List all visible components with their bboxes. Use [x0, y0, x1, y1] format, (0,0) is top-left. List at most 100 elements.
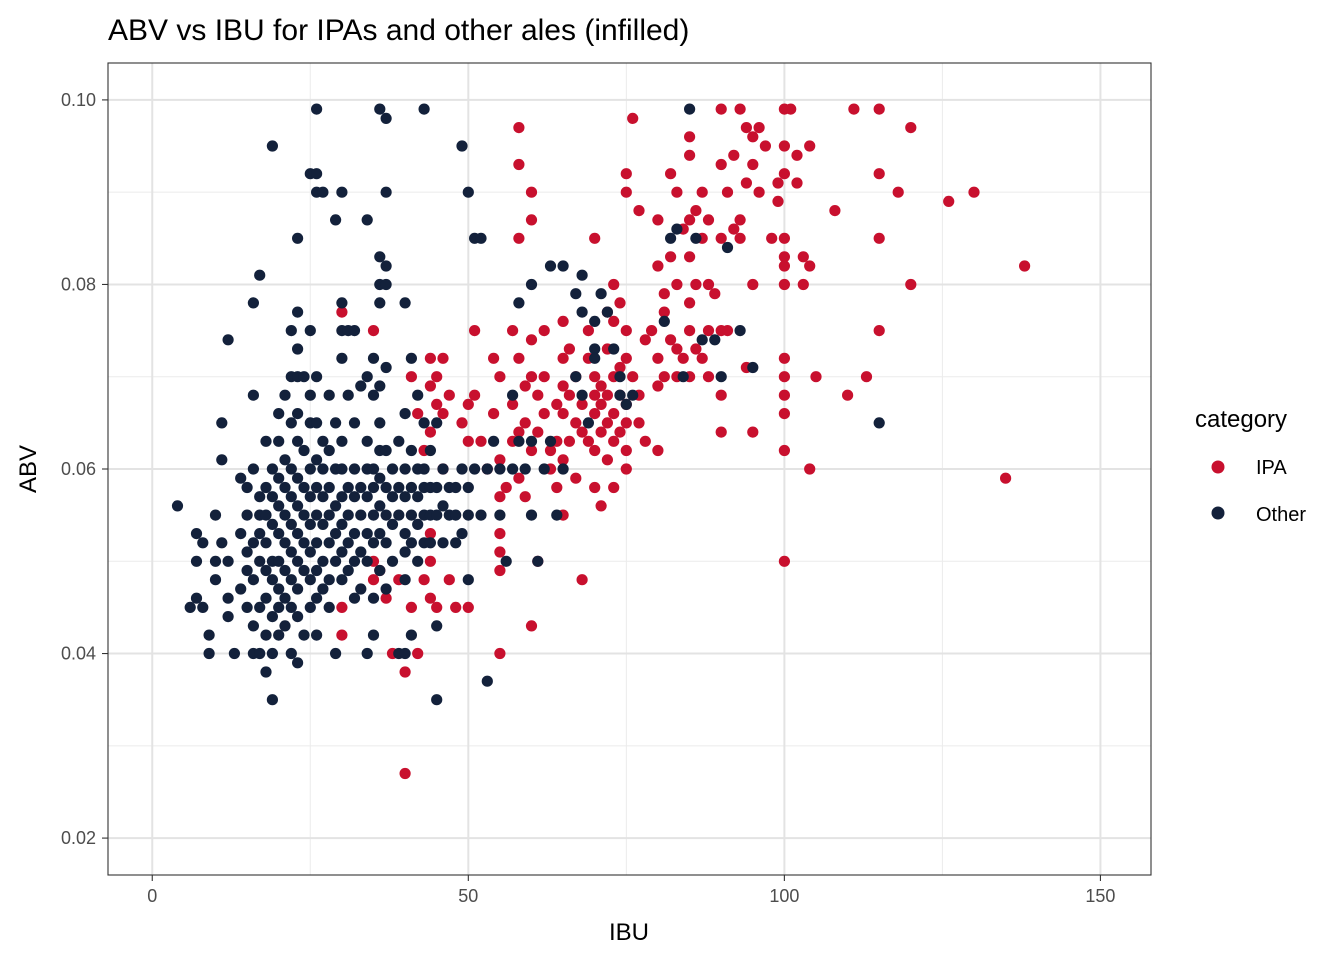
point-other — [399, 647, 411, 660]
point-ipa — [614, 361, 626, 374]
point-other — [266, 694, 278, 706]
point-ipa — [702, 278, 715, 291]
point-ipa — [873, 103, 885, 115]
point-other — [570, 371, 582, 383]
point-other — [614, 389, 626, 401]
point-ipa — [336, 629, 348, 641]
point-other — [279, 620, 291, 632]
point-other — [734, 325, 746, 337]
y-tick-label: 0.10 — [61, 90, 96, 110]
point-other — [273, 435, 285, 447]
point-other — [405, 509, 417, 521]
point-other — [355, 546, 367, 558]
point-ipa — [500, 481, 512, 494]
point-ipa — [652, 352, 664, 364]
point-ipa — [557, 454, 569, 466]
point-ipa — [443, 389, 455, 401]
point-other — [488, 435, 500, 447]
point-ipa — [734, 232, 746, 244]
point-other — [336, 297, 348, 309]
point-ipa — [443, 574, 455, 586]
point-other — [330, 214, 342, 226]
point-ipa — [563, 389, 576, 401]
point-ipa — [595, 398, 607, 410]
point-ipa — [671, 343, 683, 355]
point-other — [418, 103, 430, 115]
point-ipa — [399, 666, 411, 678]
point-ipa — [747, 278, 759, 291]
point-ipa — [715, 389, 727, 401]
point-other — [216, 454, 228, 466]
point-other — [247, 537, 259, 549]
point-other — [285, 574, 297, 586]
point-ipa — [424, 555, 436, 567]
point-other — [292, 232, 304, 244]
point-other — [222, 334, 234, 346]
point-ipa — [772, 177, 784, 189]
y-tick-label: 0.06 — [61, 459, 96, 479]
point-other — [525, 278, 538, 291]
point-other — [273, 500, 285, 512]
point-other — [323, 601, 335, 614]
point-ipa — [684, 214, 696, 226]
point-other — [285, 518, 297, 531]
point-ipa — [601, 389, 614, 401]
point-ipa — [582, 325, 595, 337]
point-other — [671, 223, 683, 235]
point-other — [254, 647, 266, 660]
point-ipa — [1000, 472, 1012, 484]
point-ipa — [753, 186, 765, 198]
point-other — [374, 472, 386, 484]
point-other — [684, 103, 696, 115]
point-other — [304, 601, 316, 614]
point-other — [450, 481, 462, 494]
point-other — [304, 491, 316, 503]
point-ipa — [519, 380, 531, 392]
point-other — [595, 288, 607, 300]
point-ipa — [525, 620, 538, 632]
point-other — [431, 417, 443, 429]
point-other — [608, 343, 620, 355]
point-ipa — [797, 251, 809, 263]
point-ipa — [336, 601, 348, 614]
point-ipa — [412, 408, 424, 420]
point-ipa — [620, 352, 632, 364]
point-ipa — [494, 564, 506, 577]
point-other — [292, 306, 304, 318]
point-other — [285, 417, 297, 429]
point-other — [222, 555, 234, 567]
point-ipa — [709, 288, 721, 300]
point-ipa — [563, 343, 576, 355]
point-ipa — [633, 417, 645, 429]
point-ipa — [367, 325, 380, 337]
point-other — [715, 371, 727, 383]
point-ipa — [557, 380, 569, 392]
point-other — [399, 546, 411, 558]
point-other — [317, 435, 329, 447]
point-other — [311, 481, 323, 494]
point-other — [266, 463, 278, 475]
point-other — [437, 500, 449, 512]
point-other — [386, 555, 399, 567]
point-other — [348, 555, 361, 567]
point-ipa — [690, 343, 702, 355]
point-other — [374, 251, 386, 263]
point-ipa — [785, 103, 797, 115]
point-other — [412, 491, 424, 503]
point-other — [235, 583, 247, 595]
point-ipa — [778, 232, 791, 244]
point-other — [298, 629, 310, 641]
point-other — [279, 537, 291, 549]
point-other — [380, 509, 392, 521]
point-other — [380, 537, 392, 549]
point-other — [336, 546, 348, 558]
point-other — [336, 352, 348, 364]
point-other — [292, 435, 304, 447]
point-other — [412, 389, 424, 401]
point-ipa — [576, 398, 588, 410]
point-other — [538, 463, 550, 475]
point-other — [456, 528, 468, 540]
point-ipa — [620, 325, 632, 337]
point-other — [266, 491, 278, 503]
